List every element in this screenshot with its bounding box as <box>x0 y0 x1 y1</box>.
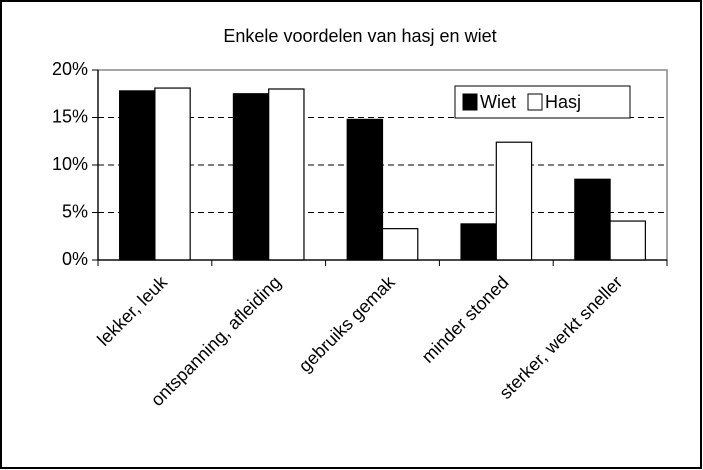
bar <box>268 88 305 261</box>
bar <box>346 118 384 261</box>
y-tick-label: 10% <box>52 154 88 174</box>
y-tick-label: 5% <box>62 201 88 221</box>
bar <box>119 90 156 261</box>
bar <box>381 228 419 261</box>
legend-swatch <box>462 93 478 111</box>
bar <box>609 220 646 261</box>
legend-label: Wiet <box>480 92 516 112</box>
bar <box>154 87 191 261</box>
bar <box>232 93 270 261</box>
y-tick-label: 0% <box>62 249 88 269</box>
bar <box>460 223 497 261</box>
y-tick-label: 15% <box>52 106 88 126</box>
legend-swatch <box>527 93 543 111</box>
chart-title: Enkele voordelen van hasj en wiet <box>223 26 496 46</box>
bar <box>495 141 533 261</box>
legend-label: Hasj <box>545 92 581 112</box>
bar <box>574 178 611 261</box>
y-tick-label: 20% <box>52 59 88 79</box>
